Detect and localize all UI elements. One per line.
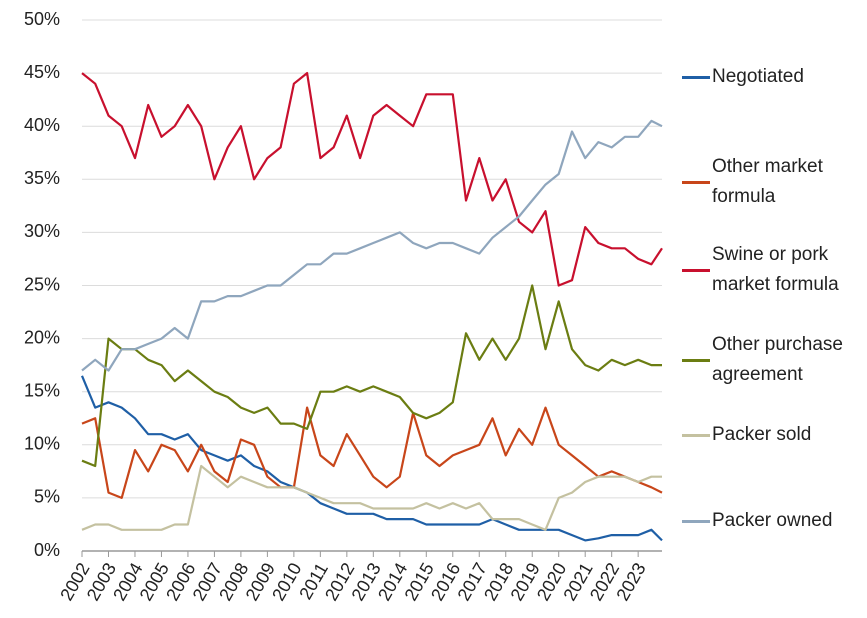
series-line — [81, 72, 663, 287]
y-tick-label: 45% — [24, 62, 60, 82]
y-tick-label: 25% — [24, 274, 60, 294]
y-tick-label: 15% — [24, 380, 60, 400]
y-tick-label: 5% — [34, 487, 60, 507]
series-line — [81, 406, 663, 499]
legend-label: Packer owned — [712, 510, 833, 531]
series-line — [81, 464, 662, 531]
series-line — [80, 375, 663, 542]
legend-label: Other purchase agreement — [712, 334, 843, 385]
legend-swatch — [682, 359, 710, 362]
legend-label: Packer sold — [712, 424, 812, 445]
legend-swatch — [682, 434, 710, 437]
series-line — [81, 119, 663, 372]
y-tick-label: 35% — [24, 168, 60, 188]
y-tick-label: 10% — [24, 434, 60, 454]
legend-label: Negotiated — [712, 66, 804, 87]
series-line — [81, 284, 662, 468]
y-tick-label: 20% — [24, 327, 60, 347]
x-tick-label: 2023 — [612, 559, 649, 604]
y-tick-label: 50% — [24, 9, 60, 29]
legend-swatch — [682, 76, 710, 79]
legend-label: Other market formula — [712, 156, 823, 207]
legend-swatch — [682, 269, 710, 272]
legend-swatch — [682, 181, 710, 184]
legend-swatch — [682, 520, 710, 523]
legend-label: Swine or pork market formula — [712, 244, 839, 295]
y-tick-label: 0% — [34, 540, 60, 560]
x-tick-label: 2010 — [268, 559, 305, 604]
y-tick-label: 40% — [24, 115, 60, 135]
y-tick-label: 30% — [24, 221, 60, 241]
